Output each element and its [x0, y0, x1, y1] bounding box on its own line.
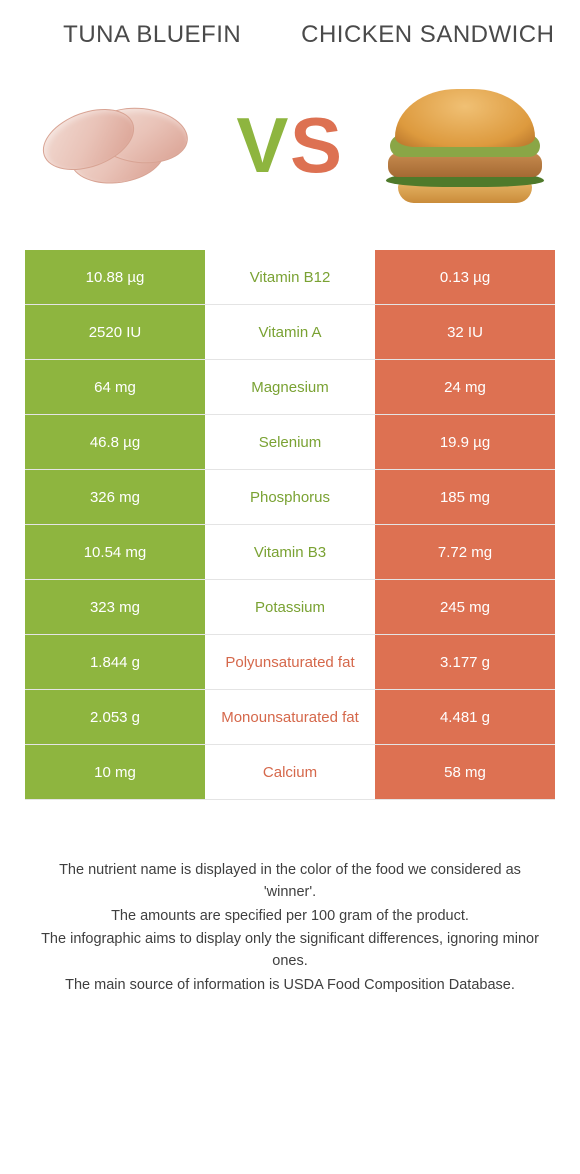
titles-row: Tuna Bluefin Chicken Sandwich	[25, 20, 555, 50]
nutrient-name: Potassium	[205, 580, 375, 635]
left-value: 10.88 µg	[25, 250, 205, 305]
sandwich-image	[380, 80, 550, 210]
vs-v: V	[236, 101, 290, 189]
left-value: 2520 IU	[25, 305, 205, 360]
table-row: 64 mgMagnesium24 mg	[25, 360, 555, 415]
footnote-line: The nutrient name is displayed in the co…	[35, 860, 545, 904]
right-value: 245 mg	[375, 580, 555, 635]
hero-row: VS	[25, 80, 555, 210]
tuna-illustration	[35, 100, 195, 190]
footnotes: The nutrient name is displayed in the co…	[25, 860, 555, 997]
title-left: Tuna Bluefin	[25, 20, 279, 50]
table-row: 326 mgPhosphorus185 mg	[25, 470, 555, 525]
right-value: 3.177 g	[375, 635, 555, 690]
left-value: 64 mg	[25, 360, 205, 415]
nutrient-name: Magnesium	[205, 360, 375, 415]
nutrient-name: Polyunsaturated fat	[205, 635, 375, 690]
right-value: 4.481 g	[375, 690, 555, 745]
nutrient-table: 10.88 µgVitamin B120.13 µg2520 IUVitamin…	[25, 250, 555, 800]
sandwich-illustration	[380, 85, 550, 205]
right-value: 24 mg	[375, 360, 555, 415]
footnote-line: The infographic aims to display only the…	[35, 929, 545, 973]
left-value: 10.54 mg	[25, 525, 205, 580]
table-row: 323 mgPotassium245 mg	[25, 580, 555, 635]
right-value: 58 mg	[375, 745, 555, 800]
left-value: 1.844 g	[25, 635, 205, 690]
table-row: 2520 IUVitamin A32 IU	[25, 305, 555, 360]
tuna-image	[30, 80, 200, 210]
right-value: 7.72 mg	[375, 525, 555, 580]
table-row: 10.54 mgVitamin B37.72 mg	[25, 525, 555, 580]
nutrient-name: Vitamin B3	[205, 525, 375, 580]
right-value: 185 mg	[375, 470, 555, 525]
left-value: 46.8 µg	[25, 415, 205, 470]
footnote-line: The main source of information is USDA F…	[35, 975, 545, 997]
nutrient-name: Vitamin B12	[205, 250, 375, 305]
left-value: 2.053 g	[25, 690, 205, 745]
nutrient-name: Phosphorus	[205, 470, 375, 525]
table-row: 10.88 µgVitamin B120.13 µg	[25, 250, 555, 305]
right-value: 0.13 µg	[375, 250, 555, 305]
left-value: 10 mg	[25, 745, 205, 800]
nutrient-name: Vitamin A	[205, 305, 375, 360]
vs-s: S	[290, 101, 344, 189]
footnote-line: The amounts are specified per 100 gram o…	[35, 906, 545, 928]
nutrient-name: Calcium	[205, 745, 375, 800]
table-row: 46.8 µgSelenium19.9 µg	[25, 415, 555, 470]
vs-label: VS	[236, 106, 343, 184]
right-value: 32 IU	[375, 305, 555, 360]
nutrient-name: Monounsaturated fat	[205, 690, 375, 745]
table-row: 1.844 gPolyunsaturated fat3.177 g	[25, 635, 555, 690]
right-value: 19.9 µg	[375, 415, 555, 470]
table-row: 2.053 gMonounsaturated fat4.481 g	[25, 690, 555, 745]
table-row: 10 mgCalcium58 mg	[25, 745, 555, 800]
title-right: Chicken Sandwich	[301, 20, 555, 50]
nutrient-name: Selenium	[205, 415, 375, 470]
left-value: 326 mg	[25, 470, 205, 525]
left-value: 323 mg	[25, 580, 205, 635]
